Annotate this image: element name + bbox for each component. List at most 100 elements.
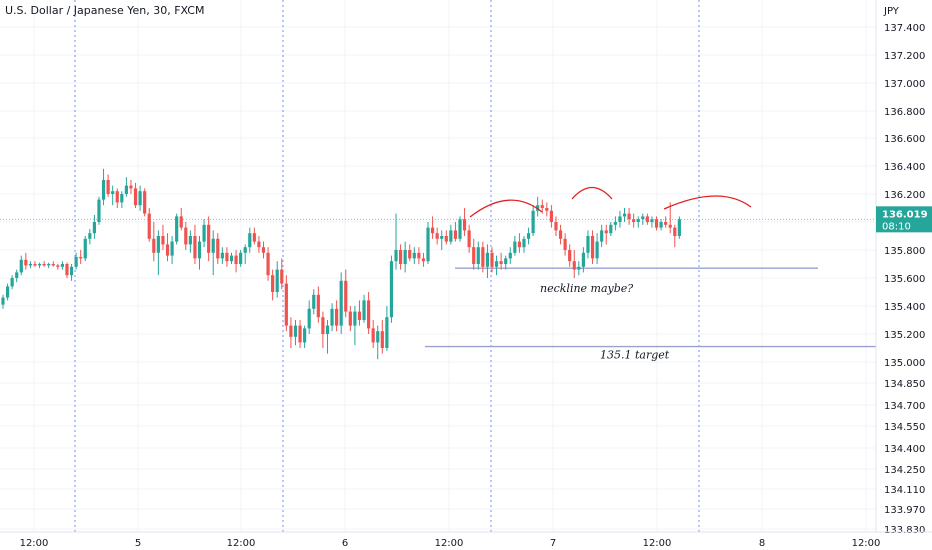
candle	[408, 244, 412, 262]
y-tick-label: 135.400	[884, 302, 925, 313]
y-tick-label: 135.800	[884, 246, 925, 257]
candle	[5, 283, 10, 301]
candle	[243, 244, 247, 264]
candle	[462, 208, 467, 236]
candle	[316, 286, 320, 323]
candle	[111, 185, 115, 206]
candle	[47, 262, 51, 269]
price-axis[interactable]: JPY 137.400 137.200 137.000 136.800 136.600 1…	[875, 0, 925, 536]
candle	[604, 224, 608, 245]
candle	[376, 325, 380, 360]
candle	[229, 252, 234, 264]
candle	[207, 216, 211, 262]
candle	[417, 247, 421, 264]
candle	[10, 275, 14, 290]
candle	[307, 300, 311, 334]
candle	[120, 191, 124, 208]
candle	[165, 233, 170, 262]
candle	[156, 230, 160, 276]
candle	[15, 269, 19, 283]
candle	[421, 252, 426, 267]
candle	[143, 188, 147, 217]
candle	[664, 216, 668, 228]
head-arc[interactable]	[571, 186, 613, 200]
candle	[330, 303, 334, 332]
candle	[458, 216, 462, 242]
y-tick-label: 135.200	[884, 330, 925, 341]
candle	[303, 325, 307, 348]
left-shoulder-arc[interactable]	[469, 199, 543, 218]
candle	[677, 216, 681, 239]
candle	[600, 224, 604, 248]
x-tick-label: 12:00	[852, 538, 881, 549]
target-label: 135.1 target	[600, 349, 670, 362]
candle	[220, 247, 224, 264]
candle	[394, 213, 398, 270]
candle	[74, 252, 78, 270]
y-tick-label: 134.250	[884, 465, 925, 476]
candle	[426, 222, 430, 264]
candle	[673, 224, 677, 248]
grid	[0, 0, 876, 532]
candle	[33, 261, 37, 267]
candle	[517, 233, 522, 253]
last-price-box	[876, 206, 932, 233]
candle	[83, 236, 87, 262]
last-price-value: 136.019	[882, 209, 928, 220]
candle	[595, 233, 599, 264]
chart-title: U.S. Dollar / Japanese Yen, 30, FXCM	[5, 4, 204, 17]
candle	[339, 272, 343, 334]
candle	[636, 216, 640, 228]
candle	[348, 306, 352, 332]
candle	[252, 227, 256, 245]
candle	[175, 213, 179, 245]
candle	[627, 208, 631, 225]
candle	[590, 230, 595, 264]
candle	[504, 255, 508, 270]
candle	[193, 224, 197, 264]
currency-label: JPY	[883, 6, 900, 17]
right-shoulder-arc[interactable]	[663, 195, 752, 210]
candle	[298, 320, 302, 348]
candle	[440, 230, 444, 250]
candles	[1, 168, 681, 360]
candle	[577, 261, 581, 276]
candle	[216, 233, 220, 264]
last-price-label: 136.019 08:10	[876, 206, 932, 233]
candle	[138, 185, 142, 211]
candle	[239, 250, 243, 267]
candle	[92, 215, 96, 239]
x-tick-label: 6	[342, 538, 348, 549]
candle	[161, 224, 165, 250]
candle	[618, 210, 622, 228]
candle	[609, 222, 613, 236]
candle	[101, 168, 106, 206]
candle	[490, 247, 494, 273]
candle	[42, 261, 46, 267]
candle	[650, 216, 654, 228]
candle	[526, 227, 531, 245]
candle	[234, 250, 238, 273]
candle	[357, 300, 362, 326]
candle	[284, 275, 288, 332]
drawings	[469, 186, 752, 218]
candle	[367, 292, 371, 334]
candle	[257, 236, 261, 253]
candle	[188, 230, 192, 253]
candle	[1, 294, 5, 309]
candle	[69, 264, 74, 281]
time-axis[interactable]: 12:00 5 12:00 6 12:00 7 12:00 8 12:00	[0, 531, 932, 549]
candle	[184, 222, 188, 250]
candle	[371, 320, 375, 348]
candle	[494, 255, 499, 276]
candle	[24, 252, 28, 270]
candle	[335, 300, 339, 332]
horizontal-lines	[0, 218, 876, 348]
candle	[481, 241, 485, 273]
x-tick-label: 5	[135, 538, 141, 549]
candle	[197, 236, 202, 270]
candle	[293, 320, 298, 346]
candle	[641, 213, 645, 225]
